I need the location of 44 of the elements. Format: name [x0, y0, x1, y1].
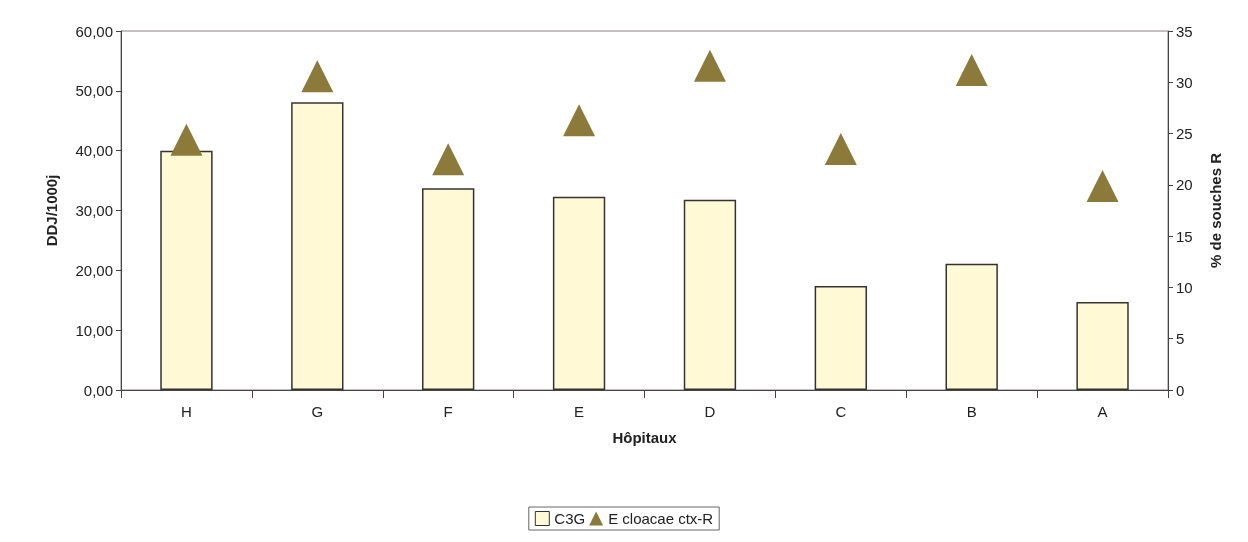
point — [170, 123, 203, 156]
bar — [552, 196, 606, 390]
point — [432, 143, 465, 176]
point — [301, 60, 334, 93]
x-tick-label: D — [704, 403, 716, 420]
point — [693, 49, 726, 82]
bar — [814, 285, 867, 390]
y2-tick-label: 25 — [1176, 125, 1193, 143]
bar — [1076, 302, 1129, 390]
legend-label: E cloacae ctx-R — [608, 510, 714, 527]
x-tick-label: G — [311, 403, 324, 420]
point — [955, 53, 988, 86]
y2-tick-label: 0 — [1176, 381, 1185, 399]
y2-tick-label: 5 — [1176, 330, 1185, 348]
y2-tick-label: 30 — [1176, 73, 1193, 91]
x-axis-title: Hôpitaux — [612, 429, 678, 446]
bar — [160, 150, 213, 390]
y-tick-label: 60,00 — [75, 22, 113, 40]
point — [563, 104, 596, 137]
y-tick-label: 0,00 — [83, 381, 113, 399]
y2-axis-title: % de souches R — [1207, 152, 1224, 269]
point — [1086, 169, 1119, 202]
bar — [291, 102, 344, 390]
x-tick-label: A — [1097, 403, 1108, 420]
x-tick-label: B — [966, 403, 977, 420]
y-tick-label: 40,00 — [75, 142, 113, 160]
y2-tick-label: 10 — [1176, 278, 1193, 296]
y-axis-title: DDJ/1000j — [43, 174, 60, 247]
y-tick-label: 50,00 — [75, 82, 113, 100]
y2-tick-label: 20 — [1176, 176, 1193, 194]
x-tick-label: H — [181, 403, 192, 420]
y-tick-label: 10,00 — [75, 321, 113, 339]
y2-tick-label: 35 — [1176, 22, 1193, 40]
point — [824, 132, 857, 165]
bar — [945, 263, 998, 390]
legend-label: C3G — [554, 510, 586, 527]
y-tick-label: 20,00 — [75, 261, 113, 279]
x-tick-label: F — [443, 403, 453, 420]
x-tick-label: E — [574, 403, 585, 420]
x-tick-label: C — [835, 403, 847, 420]
bar — [683, 199, 737, 390]
bar — [422, 188, 475, 390]
y2-tick-label: 15 — [1176, 227, 1193, 245]
y-tick-label: 30,00 — [75, 202, 113, 219]
